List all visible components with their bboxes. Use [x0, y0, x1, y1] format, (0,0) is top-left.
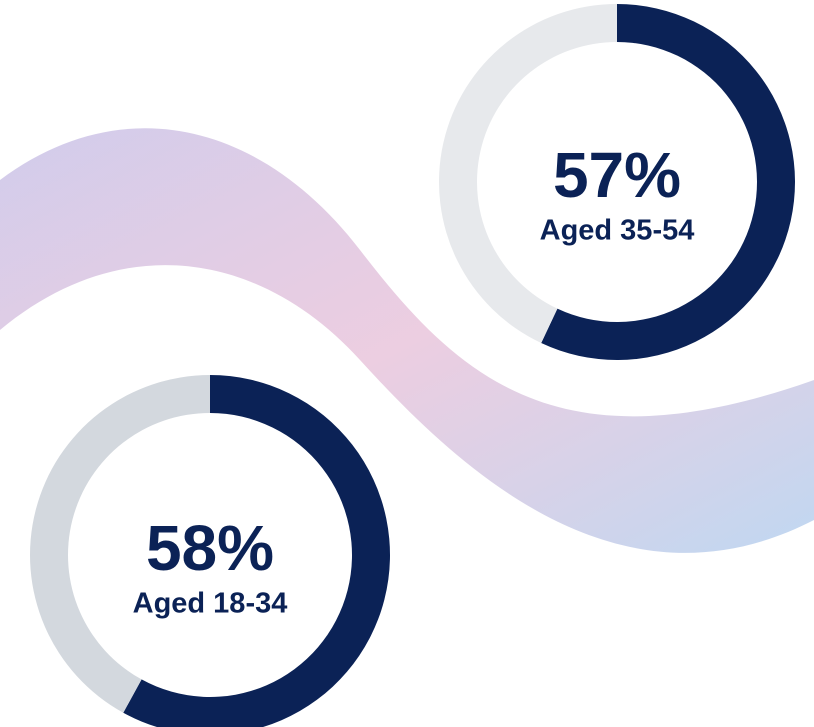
donut-center [68, 413, 352, 697]
value-label: 58% [146, 512, 274, 584]
background-decoration [0, 128, 814, 553]
donut-label: Aged 18-34 [133, 588, 288, 620]
donut-segment [29, 375, 211, 713]
donut-segment [123, 375, 390, 727]
music-notes-band [0, 128, 814, 553]
donut-chart: 58% Aged 18-34 [29, 375, 390, 727]
donut-center [477, 42, 757, 322]
donut-chart: 57% Aged 35-54 [439, 4, 796, 361]
donut-label: Aged 35-54 [540, 215, 695, 247]
donut-segment [439, 4, 617, 344]
charts: 57% Aged 35-54 58% Aged 18-34 [29, 4, 796, 727]
value-label: 57% [553, 139, 681, 211]
donut-segment [541, 4, 796, 361]
